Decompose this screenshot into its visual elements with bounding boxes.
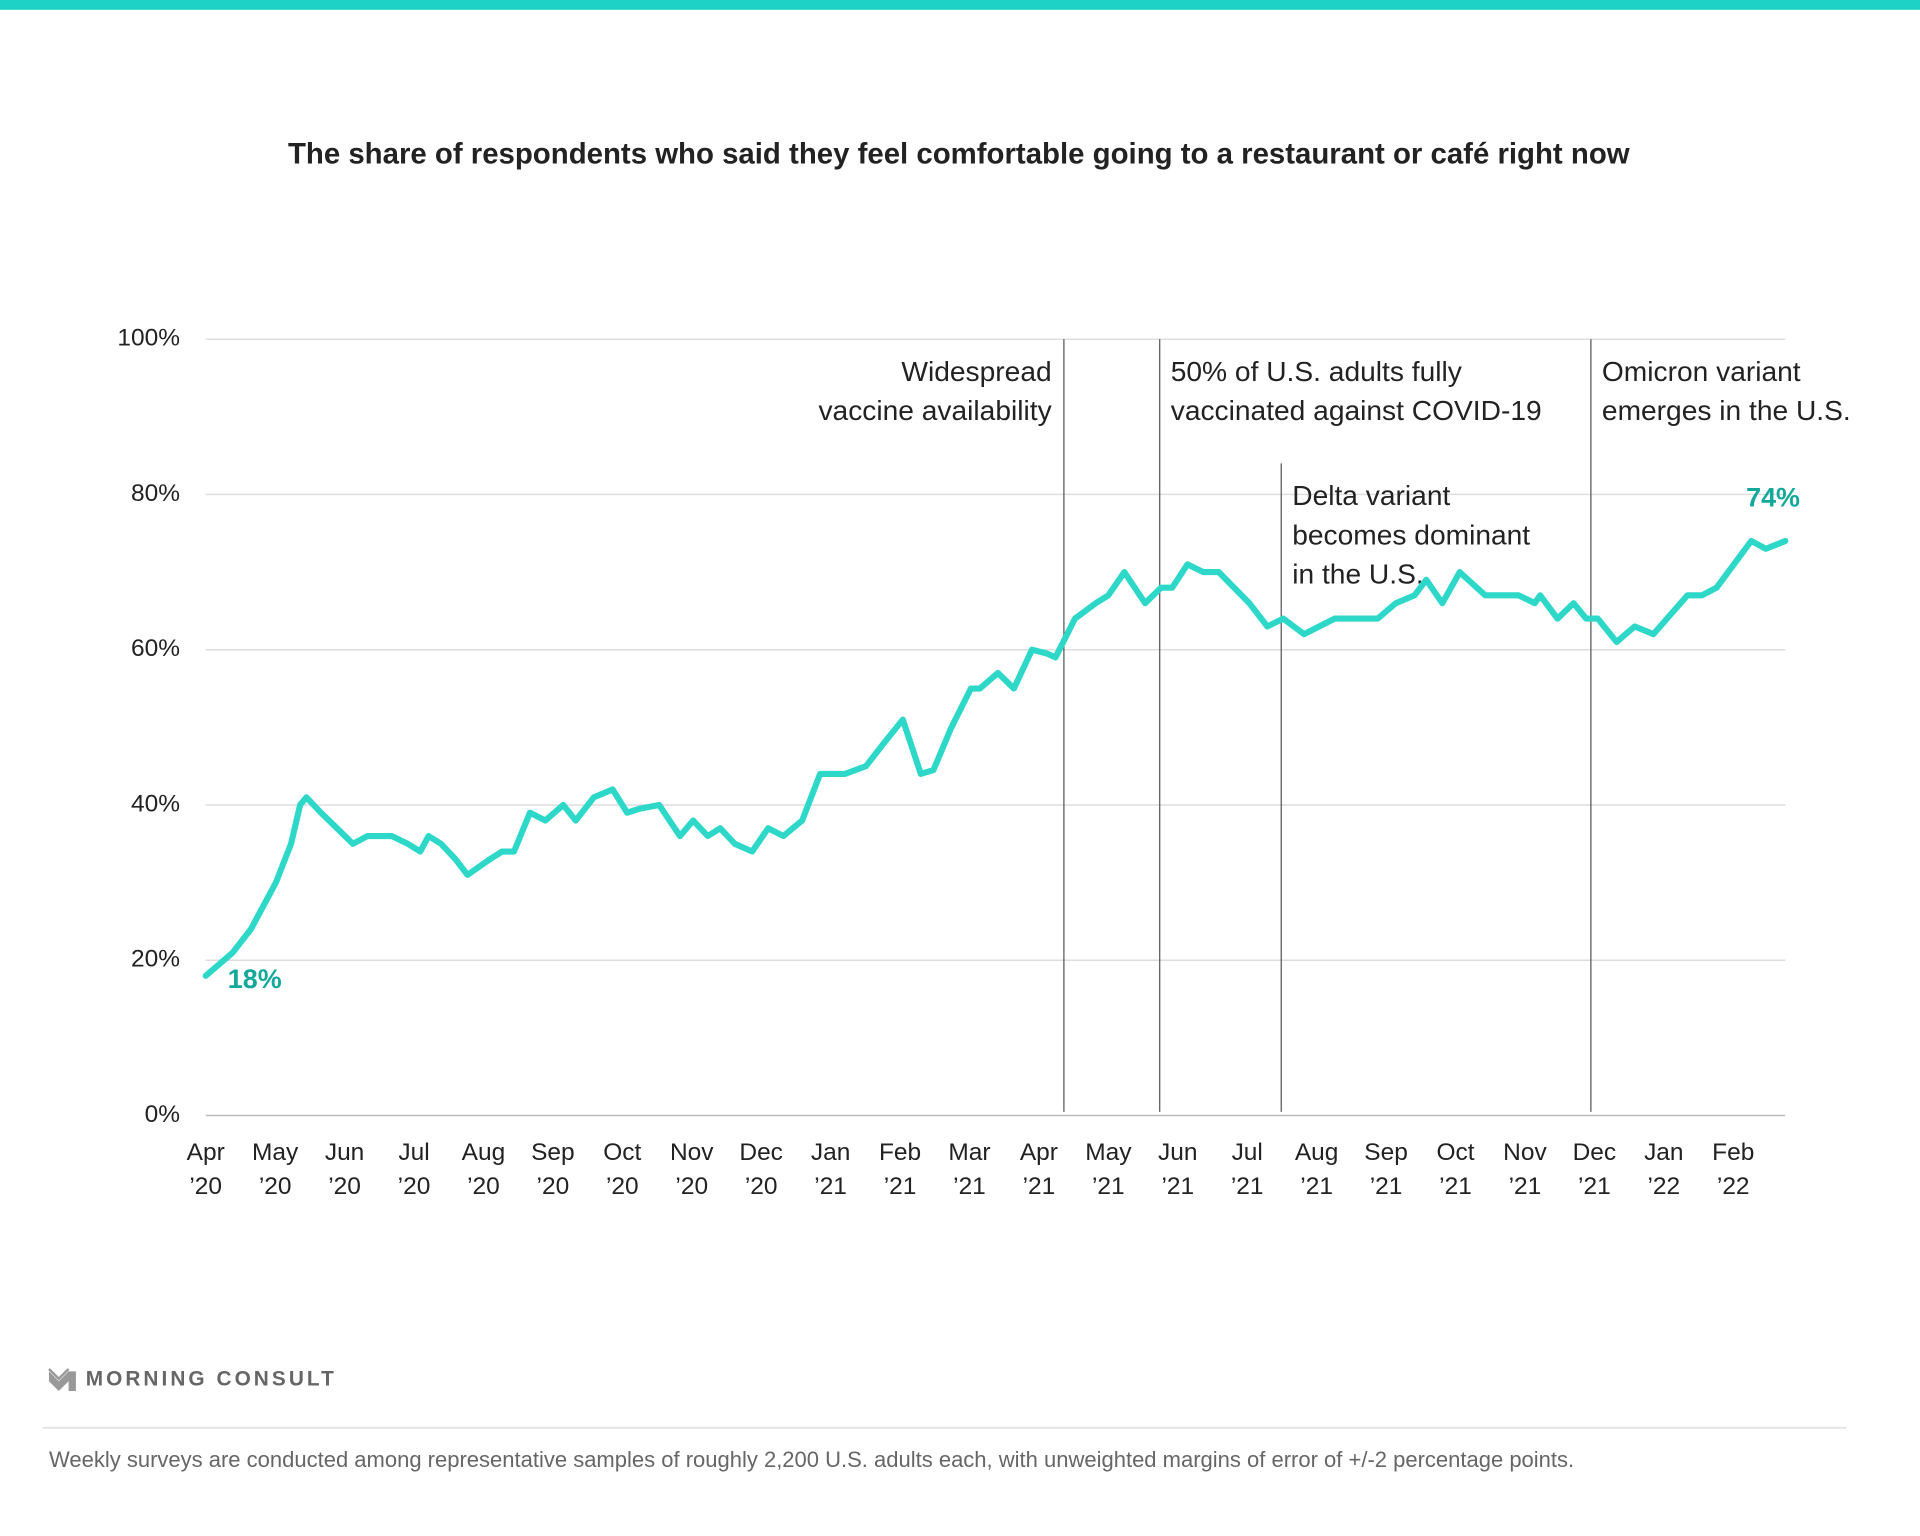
x-tick-year: ’21 [953, 1173, 986, 1200]
event-label: Widespread [901, 356, 1051, 387]
x-tick-year: ’21 [1092, 1173, 1125, 1200]
x-tick-month: Dec [1573, 1139, 1617, 1166]
x-tick-month: Jun [325, 1139, 364, 1166]
x-tick-year: ’20 [675, 1173, 708, 1200]
x-tick-month: Jun [1158, 1139, 1197, 1166]
x-tick-month: Jul [398, 1139, 429, 1166]
value-label: 18% [228, 964, 282, 994]
event-label: vaccine availability [818, 395, 1052, 426]
event-label: emerges in the U.S. [1602, 395, 1851, 426]
x-tick-year: ’20 [328, 1173, 361, 1200]
x-tick-year: ’20 [606, 1173, 639, 1200]
y-tick-label: 40% [131, 790, 180, 817]
event-label: Omicron variant [1602, 356, 1801, 387]
chart-title: The share of respondents who said they f… [288, 137, 1630, 170]
x-tick-month: May [252, 1139, 299, 1166]
x-tick-month: Mar [948, 1139, 990, 1166]
x-tick-month: Oct [1436, 1139, 1474, 1166]
value-label: 74% [1746, 483, 1800, 513]
y-tick-label: 60% [131, 635, 180, 662]
x-tick-year: ’22 [1647, 1173, 1680, 1200]
data-line [202, 537, 1789, 979]
x-tick-month: Feb [879, 1139, 921, 1166]
event-label: becomes dominant [1292, 519, 1530, 550]
x-tick-year: ’21 [1231, 1173, 1264, 1200]
x-tick-month: Nov [1503, 1139, 1547, 1166]
brand-name: MORNING CONSULT [86, 1367, 337, 1390]
x-tick-month: Jan [1644, 1139, 1683, 1166]
x-tick-year: ’21 [1370, 1173, 1403, 1200]
x-tick-month: Aug [1295, 1139, 1339, 1166]
x-tick-year: ’21 [1509, 1173, 1542, 1200]
event-label: vaccinated against COVID-19 [1171, 395, 1542, 426]
x-tick-year: ’21 [1439, 1173, 1472, 1200]
x-tick-month: May [1085, 1139, 1132, 1166]
x-tick-month: Oct [603, 1139, 641, 1166]
top-bar [0, 0, 1920, 10]
x-tick-month: Jan [811, 1139, 850, 1166]
y-tick-label: 0% [145, 1101, 180, 1128]
x-tick-month: Aug [462, 1139, 506, 1166]
x-tick-year: ’20 [398, 1173, 431, 1200]
x-tick-year: ’21 [1023, 1173, 1056, 1200]
x-tick-year: ’21 [1578, 1173, 1611, 1200]
x-tick-year: ’20 [745, 1173, 778, 1200]
x-tick-year: ’22 [1717, 1173, 1750, 1200]
x-tick-month: Sep [1364, 1139, 1408, 1166]
event-label: 50% of U.S. adults fully [1171, 356, 1463, 387]
x-tick-month: Dec [739, 1139, 783, 1166]
x-tick-month: Feb [1712, 1139, 1754, 1166]
x-tick-year: ’20 [259, 1173, 292, 1200]
footnote: Weekly surveys are conducted among repre… [49, 1447, 1575, 1472]
x-tick-year: ’20 [537, 1173, 570, 1200]
x-tick-month: Jul [1232, 1139, 1263, 1166]
x-tick-year: ’20 [189, 1173, 222, 1200]
event-label: in the U.S. [1292, 558, 1423, 589]
y-tick-label: 100% [117, 325, 180, 352]
x-tick-month: Apr [1020, 1139, 1058, 1166]
y-tick-label: 20% [131, 946, 180, 973]
x-tick-year: ’20 [467, 1173, 500, 1200]
x-tick-year: ’21 [814, 1173, 847, 1200]
brand-logo [48, 1368, 76, 1392]
event-label: Delta variant [1292, 480, 1450, 511]
x-tick-month: Sep [531, 1139, 575, 1166]
y-tick-label: 80% [131, 480, 180, 507]
x-tick-month: Apr [187, 1139, 225, 1166]
x-tick-month: Nov [670, 1139, 714, 1166]
x-tick-year: ’21 [884, 1173, 917, 1200]
x-tick-year: ’21 [1161, 1173, 1194, 1200]
x-tick-year: ’21 [1300, 1173, 1333, 1200]
